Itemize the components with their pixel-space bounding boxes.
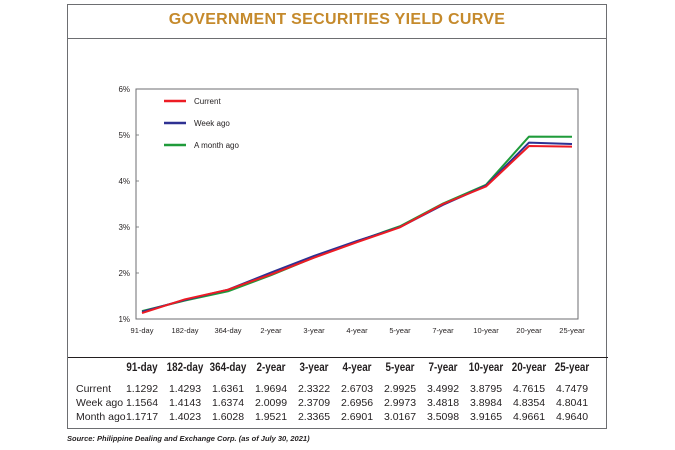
table-header-cell: 3-year xyxy=(299,360,329,374)
table-row: Month ago 1.1717 1.4023 1.6028 1.9521 2.3365 2… xyxy=(68,411,608,425)
table-cell: 3.4818 xyxy=(426,397,460,409)
table-cell: 2.9925 xyxy=(383,383,417,395)
table-cell: 1.6028 xyxy=(211,411,245,423)
x-tick-label: 7-year xyxy=(432,326,454,335)
table-cell: 1.6374 xyxy=(211,397,245,409)
table-row: Week ago 1.1564 1.4143 1.6374 2.0099 2.3709 2.… xyxy=(68,397,608,411)
table-cell: 2.6703 xyxy=(340,383,374,395)
x-tick-label: 20-year xyxy=(516,326,542,335)
table-cell: 4.7615 xyxy=(512,383,546,395)
legend-item-current: Current xyxy=(164,97,221,106)
table-cell: 3.0167 xyxy=(383,411,417,423)
source-note: Source: Philippine Dealing and Exchange … xyxy=(67,434,310,443)
yield-curve-chart: 1% 2% 3% 4% 5% 6% 91-day 182-day 364-day 2-year 3-… xyxy=(118,85,585,335)
x-tick-label: 364-day xyxy=(214,326,241,335)
title-divider xyxy=(68,38,606,39)
table-cell: 1.9521 xyxy=(254,411,288,423)
row-label: Month ago xyxy=(76,411,126,423)
plot-area xyxy=(135,88,579,320)
table-cell: 2.9973 xyxy=(383,397,417,409)
y-tick-label: 6% xyxy=(118,85,130,94)
y-tick-label: 1% xyxy=(118,315,130,324)
table-cell: 1.4023 xyxy=(168,411,202,423)
table-cell: 3.5098 xyxy=(426,411,460,423)
table-cell: 2.3322 xyxy=(297,383,331,395)
table-header-cell: 25-year xyxy=(554,360,590,374)
table-header-cell: 91-day xyxy=(126,360,158,374)
chart-frame: GOVERNMENT SECURITIES YIELD CURVE 1% 2% 3%… xyxy=(67,4,608,429)
table-cell: 1.6361 xyxy=(211,383,245,395)
table-cell: 4.9661 xyxy=(512,411,546,423)
table-cell: 1.4143 xyxy=(168,397,202,409)
x-tick-label: 5-year xyxy=(389,326,411,335)
legend-item-a-month-ago: A month ago xyxy=(164,141,239,150)
table-header-cell: 182-day xyxy=(166,360,204,374)
table-header-cell: 4-year xyxy=(342,360,372,374)
x-tick-label: 3-year xyxy=(303,326,325,335)
yield-table: 91-day 182-day 364-day 2-year 3-year 4-year 5-… xyxy=(68,357,608,423)
table-cell: 3.4992 xyxy=(426,383,460,395)
table-header-cell: 364-day xyxy=(209,360,247,374)
table-cell: 3.9165 xyxy=(469,411,503,423)
table-cell: 2.3709 xyxy=(297,397,331,409)
table-header-cell: 7-year xyxy=(428,360,458,374)
table-cell: 2.6956 xyxy=(340,397,374,409)
table-row: Current 1.1292 1.4293 1.6361 1.9694 2.3322 2.6… xyxy=(68,383,608,397)
table-header-cell: 20-year xyxy=(511,360,547,374)
table-cell: 4.8354 xyxy=(512,397,546,409)
table-cell: 1.9694 xyxy=(254,383,288,395)
table-cell: 2.6901 xyxy=(340,411,374,423)
table-cell: 1.4293 xyxy=(168,383,202,395)
table-cell: 2.3365 xyxy=(297,411,331,423)
row-label: Current xyxy=(76,383,112,395)
x-tick-label: 2-year xyxy=(260,326,282,335)
table-cell: 1.1564 xyxy=(125,397,159,409)
table-cell: 1.1717 xyxy=(125,411,159,423)
x-tick-label: 25-year xyxy=(559,326,585,335)
x-tick-label: 4-year xyxy=(346,326,368,335)
y-tick-label: 2% xyxy=(118,269,130,278)
table-cell: 1.1292 xyxy=(125,383,159,395)
row-label: Week ago xyxy=(76,397,124,409)
table-cell: 2.0099 xyxy=(254,397,288,409)
y-tick-label: 3% xyxy=(118,223,130,232)
legend-label: Week ago xyxy=(194,119,230,128)
y-tick-label: 5% xyxy=(118,131,130,140)
legend-label: Current xyxy=(194,97,221,106)
table-cell: 4.7479 xyxy=(555,383,589,395)
x-tick-label: 182-day xyxy=(171,326,198,335)
table-cell: 4.8041 xyxy=(555,397,589,409)
table-cell: 4.9640 xyxy=(555,411,589,423)
table-header-cell: 5-year xyxy=(385,360,415,374)
table-header-row: 91-day 182-day 364-day 2-year 3-year 4-year 5-… xyxy=(68,360,608,374)
x-tick-label: 91-day xyxy=(131,326,154,335)
x-tick-label: 10-year xyxy=(473,326,499,335)
table-header-cell: 10-year xyxy=(468,360,504,374)
legend-item-week-ago: Week ago xyxy=(164,119,230,128)
table-cell: 3.8795 xyxy=(469,383,503,395)
table-header-cell: 2-year xyxy=(256,360,286,374)
y-tick-label: 4% xyxy=(118,177,130,186)
chart-title: GOVERNMENT SECURITIES YIELD CURVE xyxy=(168,11,506,28)
series-line-current xyxy=(141,145,573,315)
table-cell: 3.8984 xyxy=(469,397,503,409)
legend-label: A month ago xyxy=(194,141,239,150)
series-line-week-ago xyxy=(141,141,573,313)
